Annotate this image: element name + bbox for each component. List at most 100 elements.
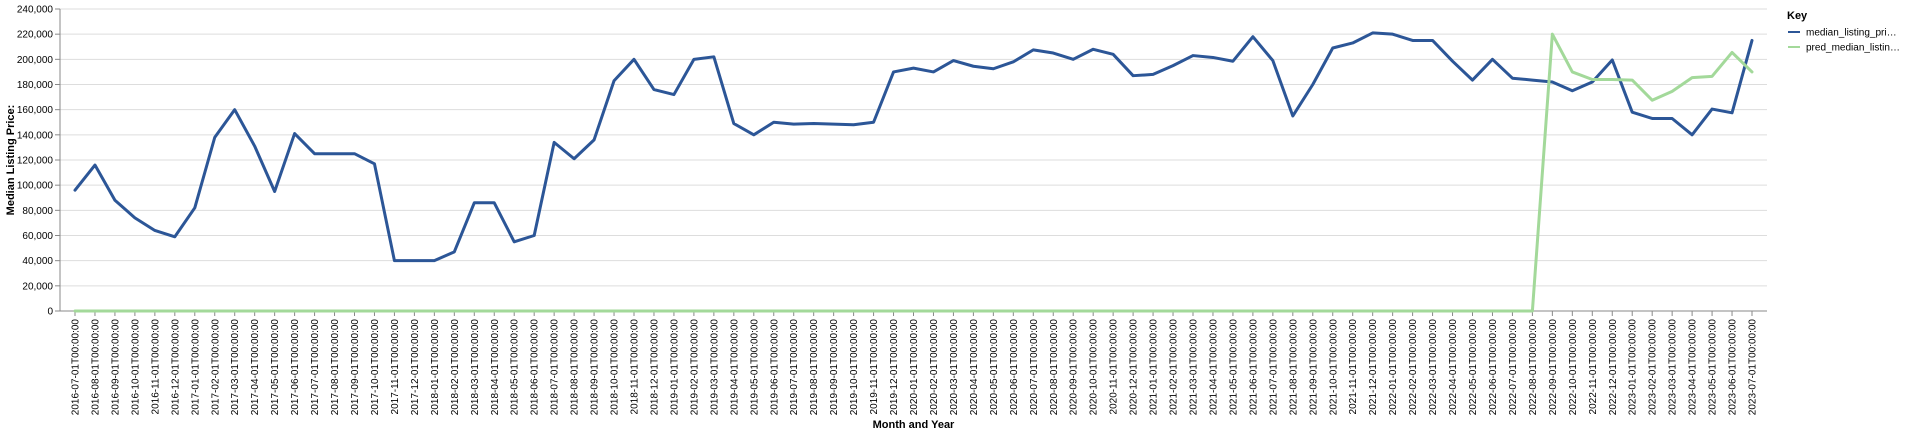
x-tick-label: 2018-04-01T00:00:00 — [490, 319, 501, 416]
y-tick-label: 60,000 — [22, 231, 53, 242]
x-tick-label: 2017-07-01T00:00:00 — [310, 319, 321, 416]
x-tick-label: 2020-01-01T00:00:00 — [909, 319, 920, 416]
x-tick-label: 2018-05-01T00:00:00 — [510, 319, 521, 416]
x-tick-label: 2018-11-01T00:00:00 — [630, 319, 641, 415]
x-tick-label: 2023-05-01T00:00:00 — [1708, 319, 1719, 416]
y-tick-label: 20,000 — [22, 281, 53, 292]
y-axis-title: Median Listing Price: — [5, 105, 17, 216]
x-tick-label: 2021-11-01T00:00:00 — [1348, 319, 1359, 415]
x-tick-label: 2020-10-01T00:00:00 — [1089, 319, 1100, 416]
x-tick-label: 2021-03-01T00:00:00 — [1189, 319, 1200, 416]
legend-label-1: pred_median_listin… — [1806, 43, 1900, 54]
x-tick-label: 2017-11-01T00:00:00 — [390, 319, 401, 415]
y-tick-label: 100,000 — [17, 181, 54, 192]
legend-items: median_listing_pri… pred_median_listin… — [1788, 28, 1900, 54]
x-tick-label: 2022-04-01T00:00:00 — [1448, 319, 1459, 416]
x-tick-label: 2022-11-01T00:00:00 — [1588, 319, 1599, 415]
x-tick-label: 2020-03-01T00:00:00 — [949, 319, 960, 416]
x-axis: 2016-07-01T00:00:00 2016-08-01T00:00:00 20… — [60, 310, 1767, 416]
y-axis: 0 20,000 40,000 60,000 80,000 100,000 120,000 1… — [17, 5, 61, 318]
x-tick-label: 2019-07-01T00:00:00 — [789, 319, 800, 416]
x-tick-label: 2021-10-01T00:00:00 — [1328, 319, 1339, 416]
x-tick-label: 2016-12-01T00:00:00 — [170, 319, 181, 416]
x-tick-label: 2019-08-01T00:00:00 — [809, 319, 820, 416]
x-tick-label: 2018-01-01T00:00:00 — [430, 319, 441, 416]
chart-series-lines — [73, 31, 1754, 313]
y-tick-label: 220,000 — [17, 30, 54, 41]
x-tick-label: 2020-12-01T00:00:00 — [1129, 319, 1140, 416]
x-tick-label: 2022-03-01T00:00:00 — [1428, 319, 1439, 416]
chart-legend: Key median_listing_pri… pred_median_listi… — [1787, 10, 1900, 54]
x-tick-label: 2022-01-01T00:00:00 — [1388, 319, 1399, 416]
x-tick-label: 2018-09-01T00:00:00 — [590, 319, 601, 416]
x-tick-label: 2018-07-01T00:00:00 — [550, 319, 561, 416]
x-tick-label: 2017-06-01T00:00:00 — [290, 319, 301, 416]
x-tick-label: 2021-05-01T00:00:00 — [1228, 319, 1239, 416]
y-tick-label: 0 — [47, 307, 53, 318]
x-tick-label: 2016-07-01T00:00:00 — [71, 319, 82, 416]
x-tick-label: 2022-07-01T00:00:00 — [1508, 319, 1519, 416]
x-tick-label: 2016-08-01T00:00:00 — [90, 319, 101, 416]
x-tick-label: 2022-05-01T00:00:00 — [1468, 319, 1479, 416]
x-tick-label: 2023-07-01T00:00:00 — [1748, 319, 1759, 416]
x-tick-label: 2021-01-01T00:00:00 — [1149, 319, 1160, 416]
x-tick-label: 2021-12-01T00:00:00 — [1368, 319, 1379, 416]
x-tick-label: 2022-08-01T00:00:00 — [1528, 319, 1539, 416]
x-tick-label: 2018-08-01T00:00:00 — [570, 319, 581, 416]
x-tick-label: 2020-07-01T00:00:00 — [1029, 319, 1040, 416]
x-tick-label: 2017-05-01T00:00:00 — [270, 319, 281, 416]
x-tick-label: 2021-04-01T00:00:00 — [1208, 319, 1219, 416]
x-tick-label: 2019-06-01T00:00:00 — [769, 319, 780, 416]
x-tick-label: 2021-09-01T00:00:00 — [1308, 319, 1319, 416]
x-tick-label: 2017-09-01T00:00:00 — [350, 319, 361, 416]
x-tick-label: 2021-06-01T00:00:00 — [1248, 319, 1259, 416]
y-tick-label: 80,000 — [22, 206, 53, 217]
x-tick-label: 2017-10-01T00:00:00 — [370, 319, 381, 416]
x-tick-label: 2023-03-01T00:00:00 — [1668, 319, 1679, 416]
y-tick-label: 140,000 — [17, 130, 54, 141]
x-tick-label: 2022-02-01T00:00:00 — [1408, 319, 1419, 416]
x-tick-label: 2022-12-01T00:00:00 — [1608, 319, 1619, 416]
x-tick-label: 2019-11-01T00:00:00 — [869, 319, 880, 415]
x-tick-label: 2021-07-01T00:00:00 — [1268, 319, 1279, 416]
x-tick-label: 2016-11-01T00:00:00 — [150, 319, 161, 415]
y-tick-label: 120,000 — [17, 156, 54, 167]
series-line-0 — [73, 31, 1754, 263]
x-tick-label: 2017-08-01T00:00:00 — [330, 319, 341, 416]
x-tick-label: 2017-03-01T00:00:00 — [230, 319, 241, 416]
x-tick-label: 2022-10-01T00:00:00 — [1568, 319, 1579, 416]
x-tick-label: 2023-02-01T00:00:00 — [1648, 319, 1659, 416]
legend-title: Key — [1787, 10, 1808, 22]
x-tick-label: 2021-02-01T00:00:00 — [1169, 319, 1180, 416]
x-tick-label: 2018-02-01T00:00:00 — [450, 319, 461, 416]
legend-label-0: median_listing_pri… — [1806, 28, 1897, 39]
x-tick-label: 2020-11-01T00:00:00 — [1109, 319, 1120, 415]
x-tick-label: 2018-10-01T00:00:00 — [610, 319, 621, 416]
x-tick-label: 2017-01-01T00:00:00 — [190, 319, 201, 416]
x-tick-label: 2021-08-01T00:00:00 — [1288, 319, 1299, 416]
x-tick-label: 2020-02-01T00:00:00 — [929, 319, 940, 416]
y-tick-label: 200,000 — [17, 55, 54, 66]
x-tick-label: 2019-09-01T00:00:00 — [829, 319, 840, 416]
x-tick-label: 2018-03-01T00:00:00 — [470, 319, 481, 416]
x-tick-label: 2017-04-01T00:00:00 — [250, 319, 261, 416]
x-tick-label: 2019-03-01T00:00:00 — [709, 319, 720, 416]
x-tick-label: 2019-01-01T00:00:00 — [669, 319, 680, 416]
x-axis-title: Month and Year — [873, 419, 955, 431]
x-tick-label: 2020-04-01T00:00:00 — [969, 319, 980, 416]
x-tick-label: 2019-10-01T00:00:00 — [849, 319, 860, 416]
x-tick-label: 2020-06-01T00:00:00 — [1009, 319, 1020, 416]
x-tick-label: 2019-05-01T00:00:00 — [749, 319, 760, 416]
x-tick-label: 2023-06-01T00:00:00 — [1728, 319, 1739, 416]
x-tick-label: 2018-12-01T00:00:00 — [649, 319, 660, 416]
x-tick-label: 2020-05-01T00:00:00 — [989, 319, 1000, 416]
x-tick-label: 2017-12-01T00:00:00 — [410, 319, 421, 416]
x-tick-label: 2019-04-01T00:00:00 — [729, 319, 740, 416]
series-line-1 — [73, 32, 1754, 313]
x-tick-label: 2019-12-01T00:00:00 — [889, 319, 900, 416]
x-tick-label: 2022-09-01T00:00:00 — [1548, 319, 1559, 416]
y-tick-label: 240,000 — [17, 5, 54, 16]
x-tick-label: 2022-06-01T00:00:00 — [1488, 319, 1499, 416]
x-tick-label: 2020-08-01T00:00:00 — [1049, 319, 1060, 416]
